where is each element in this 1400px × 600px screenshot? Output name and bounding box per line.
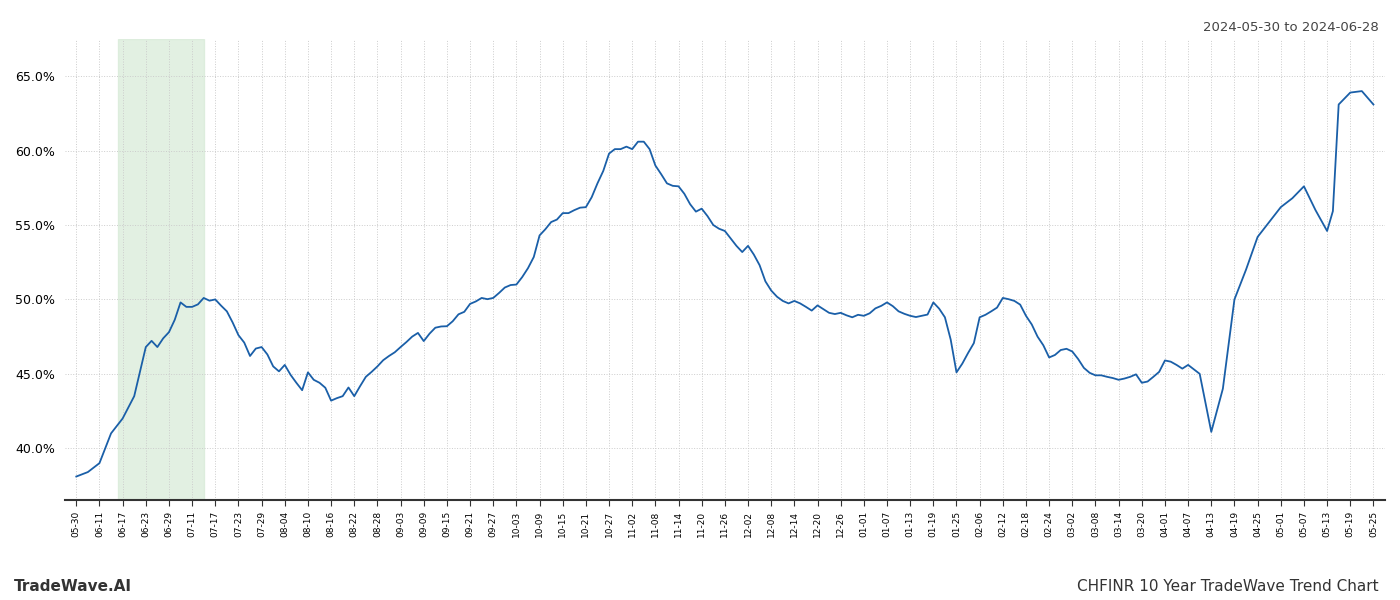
Text: TradeWave.AI: TradeWave.AI xyxy=(14,579,132,594)
Bar xyxy=(118,39,203,500)
Text: 2024-05-30 to 2024-06-28: 2024-05-30 to 2024-06-28 xyxy=(1203,21,1379,34)
Text: CHFINR 10 Year TradeWave Trend Chart: CHFINR 10 Year TradeWave Trend Chart xyxy=(1078,579,1379,594)
